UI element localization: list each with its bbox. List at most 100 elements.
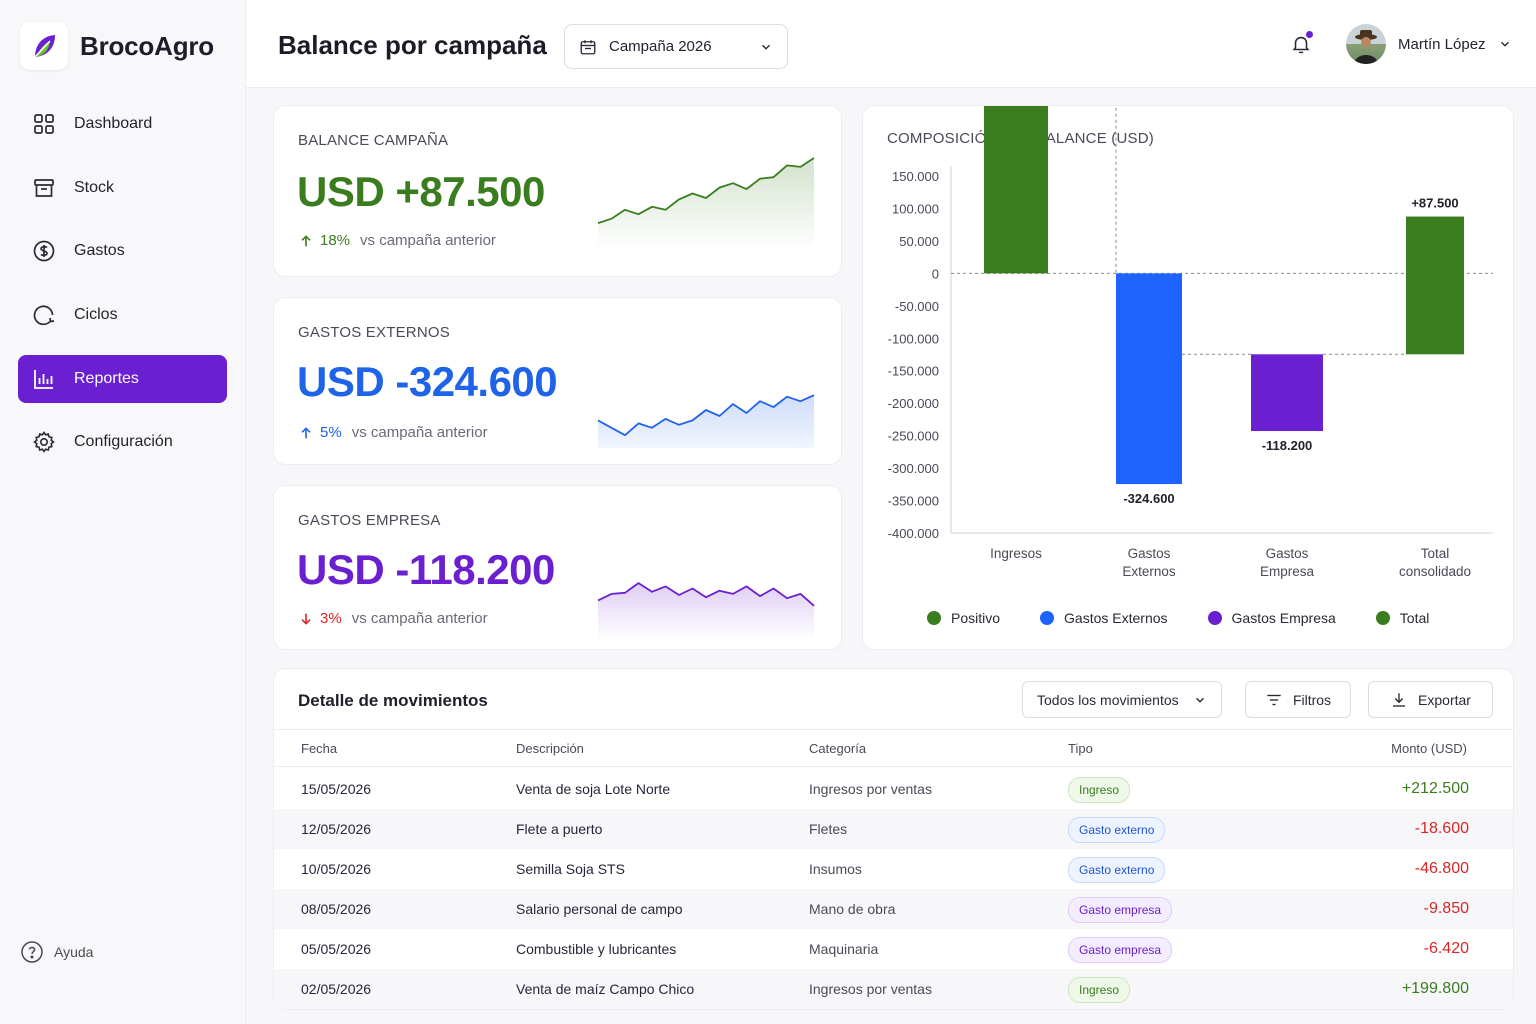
x-tick-label: Empresa: [1260, 564, 1315, 579]
table-header: Fecha Descripción Categoría Tipo Monto (…: [274, 729, 1513, 767]
arrow-up-icon: [301, 234, 311, 246]
y-tick-label: 100.000: [892, 201, 939, 216]
y-tick-label: 150.000: [892, 169, 939, 184]
sparkline: [597, 157, 815, 250]
type-badge: Gasto externo: [1068, 857, 1166, 883]
kpi-delta: 3% vs campaña anterior: [298, 610, 488, 627]
legend-item-total: Total: [1375, 610, 1429, 626]
y-tick-label: -100.000: [888, 331, 939, 346]
column-header-categoria[interactable]: Categoría: [809, 741, 867, 756]
brand-logo-icon: [20, 22, 68, 70]
help-icon: [21, 941, 43, 963]
cell-fecha: 15/05/2026: [301, 781, 372, 797]
table-row[interactable]: 15/05/2026 Venta de soja Lote Norte Ingr…: [274, 769, 1513, 809]
table-row[interactable]: 02/05/2026 Venta de maíz Campo Chico Ing…: [274, 969, 1513, 1009]
chart-legend: Positivo Gastos Externos Gastos Empresa …: [927, 610, 1429, 626]
kpi-label: BALANCE CAMPAÑA: [298, 132, 449, 149]
kpi-delta: 5% vs campaña anterior: [298, 424, 488, 441]
legend-label: Positivo: [951, 610, 1001, 626]
sidebar-item-configuracion[interactable]: Configuración: [18, 418, 227, 466]
help-link[interactable]: Ayuda: [20, 940, 93, 964]
sidebar-item-ciclos[interactable]: Ciclos: [18, 291, 227, 339]
avatar: [1346, 24, 1386, 64]
notifications-button[interactable]: [1290, 30, 1314, 61]
y-tick-label: -150.000: [888, 364, 939, 379]
sidebar-item-dashboard[interactable]: Dashboard: [18, 100, 227, 148]
sidebar-item-label: Stock: [74, 178, 115, 196]
sidebar-item-label: Reportes: [74, 369, 139, 387]
cell-fecha: 08/05/2026: [301, 901, 372, 917]
cell-descripcion: Combustible y lubricantes: [516, 941, 677, 957]
table-row[interactable]: 08/05/2026 Salario personal de campo Man…: [274, 889, 1513, 929]
notification-badge: [1305, 30, 1314, 39]
export-button-label: Exportar: [1418, 691, 1471, 708]
column-header-fecha[interactable]: Fecha: [301, 741, 338, 756]
kpi-value: USD -118.200: [297, 546, 555, 593]
type-badge: Gasto empresa: [1068, 897, 1173, 923]
sidebar-item-reportes[interactable]: Reportes: [18, 354, 227, 403]
cell-monto: -18.600: [1414, 820, 1469, 837]
cell-descripcion: Venta de soja Lote Norte: [516, 781, 671, 797]
movements-filter-value: Todos los movimientos: [1037, 691, 1179, 708]
sidebar-item-stock[interactable]: Stock: [18, 164, 227, 212]
arrow-down-icon: [301, 613, 311, 625]
chevron-down-icon: [1196, 697, 1204, 703]
table-row[interactable]: 12/05/2026 Flete a puerto Fletes Gasto e…: [274, 809, 1513, 849]
calendar-icon: [580, 39, 596, 54]
movements-table-card: Detalle de movimientos Todos los movimie…: [273, 668, 1514, 1010]
sidebar: BrocoAgro Dashboard Stock Gastos: [0, 0, 246, 1024]
column-header-descripcion[interactable]: Descripción: [516, 741, 584, 756]
cell-categoria: Mano de obra: [809, 901, 896, 917]
brand-name: BrocoAgro: [80, 30, 214, 61]
cell-categoria: Ingresos por ventas: [809, 981, 932, 997]
user-menu[interactable]: Martín López: [1346, 24, 1512, 64]
sparkline: [597, 394, 815, 448]
sparkline-line: [597, 394, 815, 437]
type-badge: Ingreso: [1068, 977, 1131, 1003]
x-tick-label: Gastos: [1266, 546, 1309, 561]
bar-data-label: -118.200: [1262, 438, 1313, 453]
table-row[interactable]: 10/05/2026 Semilla Soja STS Insumos Gast…: [274, 849, 1513, 889]
filters-button[interactable]: Filtros: [1245, 681, 1351, 718]
sidebar-item-gastos[interactable]: Gastos: [18, 227, 227, 275]
y-tick-label: -50.000: [895, 299, 939, 314]
kpi-delta: 18% vs campaña anterior: [298, 232, 496, 249]
y-tick-label: 0: [932, 266, 939, 281]
column-header-monto[interactable]: Monto (USD): [1391, 741, 1467, 756]
table-row[interactable]: 05/05/2026 Combustible y lubricantes Maq…: [274, 929, 1513, 969]
bar-data-label: -324.600: [1123, 491, 1174, 506]
cell-monto: -6.420: [1423, 940, 1469, 957]
filter-icon: [1267, 694, 1281, 705]
waterfall-chart: 150.000 100.000 50.000 0 -50.000 -100.000 -150…: [888, 106, 1493, 579]
kpi-delta-pct: 3%: [320, 610, 342, 627]
x-tick-label: Externos: [1122, 564, 1176, 579]
page-title: Balance por campaña: [278, 30, 547, 60]
box-icon: [34, 178, 54, 197]
balance-composition-chart-card: COMPOSICIÓN DEL BALANCE (USD) 150.000100…: [862, 105, 1514, 650]
kpi-delta-note: vs campaña anterior: [351, 610, 488, 627]
campaign-select[interactable]: Campaña 2026: [564, 24, 788, 69]
gear-icon: [33, 431, 55, 454]
cell-categoria: Ingresos por ventas: [809, 781, 932, 797]
bar-data-label: +87.500: [1411, 196, 1458, 211]
bell-icon: [1292, 36, 1310, 54]
type-badge: Gasto empresa: [1068, 937, 1173, 963]
y-tick-label: -300.000: [888, 461, 939, 476]
y-tick-label: -250.000: [888, 429, 939, 444]
legend-item-gastos-empresa: Gastos Empresa: [1207, 610, 1336, 626]
cell-fecha: 02/05/2026: [301, 981, 372, 997]
waterfall-bar: [984, 106, 1048, 274]
export-button[interactable]: Exportar: [1368, 681, 1493, 718]
kpi-value: USD -324.600: [297, 358, 558, 405]
sidebar-item-label: Ciclos: [74, 306, 118, 324]
cell-descripcion: Flete a puerto: [516, 821, 603, 837]
column-header-tipo[interactable]: Tipo: [1068, 741, 1093, 756]
grid-icon: [34, 114, 54, 134]
y-tick-label: -350.000: [888, 494, 939, 509]
cell-descripcion: Semilla Soja STS: [516, 861, 625, 877]
movements-filter-select[interactable]: Todos los movimientos: [1022, 681, 1222, 718]
cell-categoria: Insumos: [809, 861, 862, 877]
y-tick-label: 50.000: [899, 234, 939, 249]
brand[interactable]: BrocoAgro: [20, 22, 214, 70]
bar-chart-icon: [34, 369, 53, 389]
